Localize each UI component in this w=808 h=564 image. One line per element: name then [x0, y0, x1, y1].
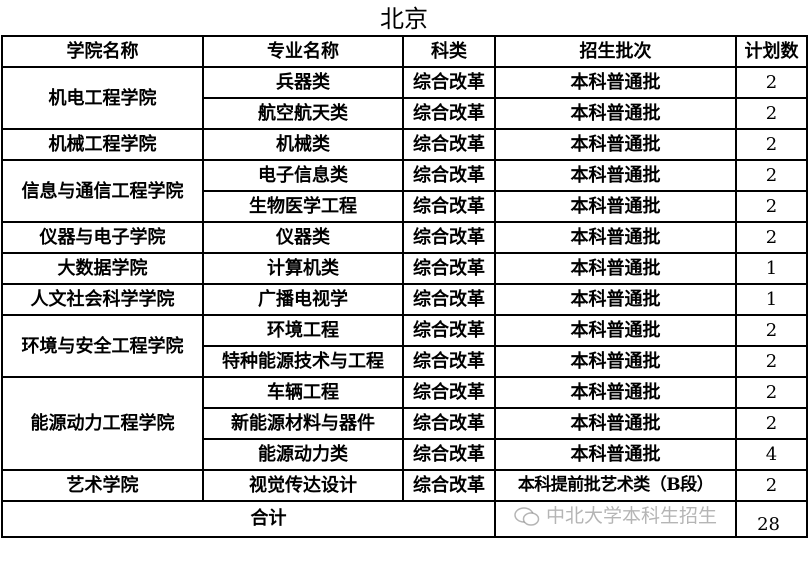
category-cell: 综合改革	[402, 376, 496, 409]
category-cell: 综合改革	[402, 345, 496, 378]
plan-cell: 2	[735, 345, 808, 378]
page-title: 北京	[380, 5, 428, 33]
major-cell: 兵器类	[202, 66, 404, 99]
table-row: 机械工程学院 机械类 综合改革 本科普通批 2	[1, 128, 808, 161]
total-empty-cell: 中北大学本科生招生	[494, 500, 737, 538]
category-cell: 综合改革	[402, 438, 496, 471]
watermark: 中北大学本科生招生	[514, 503, 717, 531]
batch-cell: 本科普通批	[494, 252, 737, 285]
batch-cell: 本科普通批	[494, 438, 737, 471]
category-cell: 综合改革	[402, 190, 496, 223]
category-cell: 综合改革	[402, 407, 496, 440]
college-cell: 人文社会科学学院	[1, 283, 204, 316]
table-header-row: 学院名称 专业名称 科类 招生批次 计划数	[1, 35, 808, 68]
plan-cell: 2	[735, 97, 808, 130]
admissions-plan-table: 学院名称 专业名称 科类 招生批次 计划数 机电工程学院 兵器类 综合改革 本科普通批…	[1, 35, 808, 538]
major-cell: 特种能源技术与工程	[202, 345, 404, 378]
batch-cell: 本科普通批	[494, 97, 737, 130]
header-plan: 计划数	[735, 35, 808, 68]
major-cell: 车辆工程	[202, 376, 404, 409]
plan-cell: 2	[735, 221, 808, 254]
plan-cell: 4	[735, 438, 808, 471]
plan-cell: 2	[735, 314, 808, 347]
batch-cell: 本科普通批	[494, 221, 737, 254]
plan-cell: 2	[735, 407, 808, 440]
plan-cell: 2	[735, 376, 808, 409]
college-cell: 大数据学院	[1, 252, 204, 285]
college-cell: 仪器与电子学院	[1, 221, 204, 254]
plan-cell: 2	[735, 128, 808, 161]
major-cell: 能源动力类	[202, 438, 404, 471]
category-cell: 综合改革	[402, 97, 496, 130]
table-row: 机电工程学院 兵器类 综合改革 本科普通批 2	[1, 66, 808, 130]
category-cell: 综合改革	[402, 128, 496, 161]
wechat-icon	[514, 506, 540, 526]
major-cell: 广播电视学	[202, 283, 404, 316]
major-cell: 新能源材料与器件	[202, 407, 404, 440]
batch-cell: 本科普通批	[494, 66, 737, 99]
table-row: 航空航天类 综合改革 本科普通批 2	[2, 97, 808, 130]
batch-cell: 本科普通批	[494, 314, 737, 347]
table-row: 人文社会科学学院 广播电视学 综合改革 本科普通批 1	[1, 283, 808, 316]
batch-cell: 本科提前批艺术类（B段）	[494, 469, 737, 502]
watermark-text: 中北大学本科生招生	[545, 505, 717, 527]
table-row: 生物医学工程 综合改革 本科普通批 2	[2, 190, 808, 223]
header-major: 专业名称	[202, 35, 404, 68]
category-cell: 综合改革	[402, 252, 496, 285]
table-row: 大数据学院 计算机类 综合改革 本科普通批 1	[1, 252, 808, 285]
college-cell: 环境与安全工程学院	[1, 314, 204, 378]
major-cell: 视觉传达设计	[202, 469, 404, 502]
table-row: 艺术学院 视觉传达设计 综合改革 本科提前批艺术类（B段） 2	[1, 469, 808, 502]
category-cell: 综合改革	[402, 469, 496, 502]
college-cell: 艺术学院	[1, 469, 204, 502]
major-cell: 机械类	[202, 128, 404, 161]
batch-cell: 本科普通批	[494, 407, 737, 440]
table-row: 仪器与电子学院 仪器类 综合改革 本科普通批 2	[1, 221, 808, 254]
table-row: 环境与安全工程学院 环境工程 综合改革 本科普通批 2	[1, 314, 808, 378]
major-cell: 生物医学工程	[202, 190, 404, 223]
table-row: 能源动力工程学院 车辆工程 综合改革 本科普通批 2	[1, 376, 808, 471]
category-cell: 综合改革	[402, 283, 496, 316]
plan-cell: 2	[735, 469, 808, 502]
plan-cell: 2	[735, 66, 808, 99]
college-cell: 机械工程学院	[1, 128, 204, 161]
category-cell: 综合改革	[402, 66, 496, 99]
plan-cell: 2	[735, 190, 808, 223]
batch-cell: 本科普通批	[494, 190, 737, 223]
table-row: 特种能源技术与工程 综合改革 本科普通批 2	[2, 345, 808, 378]
header-college: 学院名称	[1, 35, 204, 68]
category-cell: 综合改革	[402, 314, 496, 347]
plan-cell: 1	[735, 252, 808, 285]
college-cell: 能源动力工程学院	[1, 376, 204, 471]
plan-cell: 2	[735, 159, 808, 192]
header-batch: 招生批次	[494, 35, 737, 68]
table-row: 信息与通信工程学院 电子信息类 综合改革 本科普通批 2	[1, 159, 808, 223]
table-row: 新能源材料与器件 综合改革 本科普通批 2	[2, 407, 808, 440]
batch-cell: 本科普通批	[494, 159, 737, 192]
college-cell: 信息与通信工程学院	[1, 159, 204, 223]
major-cell: 仪器类	[202, 221, 404, 254]
batch-cell: 本科普通批	[494, 283, 737, 316]
total-label: 合计	[1, 500, 496, 538]
college-cell: 机电工程学院	[1, 66, 204, 130]
plan-cell: 1	[735, 283, 808, 316]
batch-cell: 本科普通批	[494, 376, 737, 409]
major-cell: 航空航天类	[202, 97, 404, 130]
major-cell: 环境工程	[202, 314, 404, 347]
category-cell: 综合改革	[402, 221, 496, 254]
total-row: 合计 中北大学本科生招生 28	[1, 500, 808, 538]
total-value: 28	[735, 500, 808, 538]
batch-cell: 本科普通批	[494, 345, 737, 378]
batch-cell: 本科普通批	[494, 128, 737, 161]
major-cell: 电子信息类	[202, 159, 404, 192]
major-cell: 计算机类	[202, 252, 404, 285]
category-cell: 综合改革	[402, 159, 496, 192]
header-category: 科类	[402, 35, 496, 68]
table-row: 能源动力类 综合改革 本科普通批 4	[2, 438, 808, 471]
